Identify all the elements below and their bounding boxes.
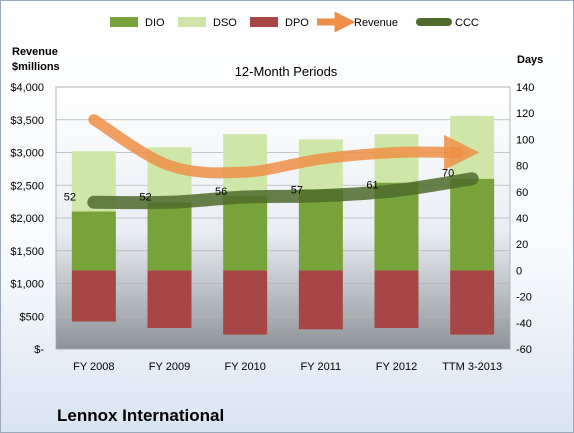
ccc-data-labels: 52 52 56 57 61 70 — [64, 168, 455, 204]
right-axis-label: Days — [517, 54, 543, 66]
left-axis-ticks: $- $500 $1,000 $1,500 $2,000 $2,500 $3,000 $3,5… — [10, 82, 44, 356]
dpo-bar — [147, 270, 192, 329]
dpo-bar — [298, 270, 343, 330]
ccc-data-label: 70 — [442, 168, 454, 180]
legend-swatch — [178, 17, 206, 27]
dio-bar — [223, 195, 268, 271]
right-axis-ticks: -60 -40 -20 0 20 40 60 80 100 120 140 — [516, 82, 534, 356]
category-label: FY 2010 — [224, 361, 265, 373]
dio-bar — [298, 189, 343, 271]
left-axis-label-line1: Revenue — [12, 46, 58, 58]
dpo-bar — [374, 270, 419, 329]
left-tick-label: $3,000 — [10, 148, 44, 160]
right-tick-label: 0 — [516, 265, 522, 277]
legend-item-revenue: Revenue — [317, 11, 398, 33]
left-tick-label: $1,500 — [10, 246, 44, 258]
ccc-data-label: 56 — [215, 186, 227, 198]
chart-legend: DIO DSO DPO Revenue CCC — [110, 11, 479, 33]
legend-swatch — [110, 17, 138, 27]
right-tick-label: 20 — [516, 239, 528, 251]
dio-bar — [71, 211, 116, 271]
left-tick-label: $3,500 — [10, 115, 44, 127]
right-tick-label: -60 — [516, 344, 532, 356]
category-label: FY 2012 — [376, 361, 417, 373]
left-tick-label: $2,500 — [10, 180, 44, 192]
legend-item-ccc: CCC — [416, 17, 479, 29]
legend-label: DIO — [145, 17, 165, 29]
legend-item-dso: DSO — [178, 17, 237, 29]
legend-label: DPO — [285, 17, 309, 29]
category-label: FY 2008 — [73, 361, 114, 373]
right-tick-label: 140 — [516, 82, 534, 94]
dpo-bar — [223, 270, 268, 335]
right-tick-label: 120 — [516, 108, 534, 120]
ccc-line — [87, 172, 479, 210]
category-label: FY 2009 — [149, 361, 190, 373]
ccc-data-label: 61 — [366, 179, 378, 191]
legend-swatch — [250, 17, 278, 27]
right-tick-label: 80 — [516, 161, 528, 173]
left-tick-label: $2,000 — [10, 213, 44, 225]
right-tick-label: -40 — [516, 318, 532, 330]
category-labels: FY 2008 FY 2009 FY 2010 FY 2011 FY 2012 TTM 3… — [73, 361, 502, 373]
left-tick-label: $4,000 — [10, 82, 44, 94]
dio-bar — [450, 178, 495, 271]
dpo-bar — [450, 270, 495, 335]
dio-bar — [147, 202, 192, 271]
ccc-data-label: 52 — [139, 191, 151, 203]
left-tick-label: $1,000 — [10, 279, 44, 291]
legend-label: CCC — [455, 17, 479, 29]
left-axis-label-line2: $millions — [12, 61, 60, 73]
revenue-line — [88, 114, 480, 179]
dso-bar — [223, 134, 268, 196]
legend-item-dio: DIO — [110, 17, 165, 29]
right-tick-label: -20 — [516, 292, 532, 304]
company-name: Lennox International — [57, 406, 224, 425]
right-tick-label: 100 — [516, 134, 534, 146]
category-label: TTM 3-2013 — [442, 361, 502, 373]
left-tick-label: $500 — [20, 311, 44, 323]
ccc-data-label: 57 — [291, 185, 303, 197]
right-tick-label: 40 — [516, 213, 528, 225]
right-tick-label: 60 — [516, 187, 528, 199]
category-label: FY 2011 — [301, 361, 342, 373]
legend-item-dpo: DPO — [250, 17, 309, 29]
legend-label: DSO — [213, 17, 237, 29]
legend-label: Revenue — [354, 17, 398, 29]
ccc-series — [87, 172, 479, 210]
ccc-data-label: 52 — [64, 191, 76, 203]
dpo-bar — [71, 270, 116, 322]
chart-title: 12-Month Periods — [235, 64, 338, 79]
left-tick-label: $- — [34, 344, 44, 356]
revenue-series — [88, 114, 480, 179]
